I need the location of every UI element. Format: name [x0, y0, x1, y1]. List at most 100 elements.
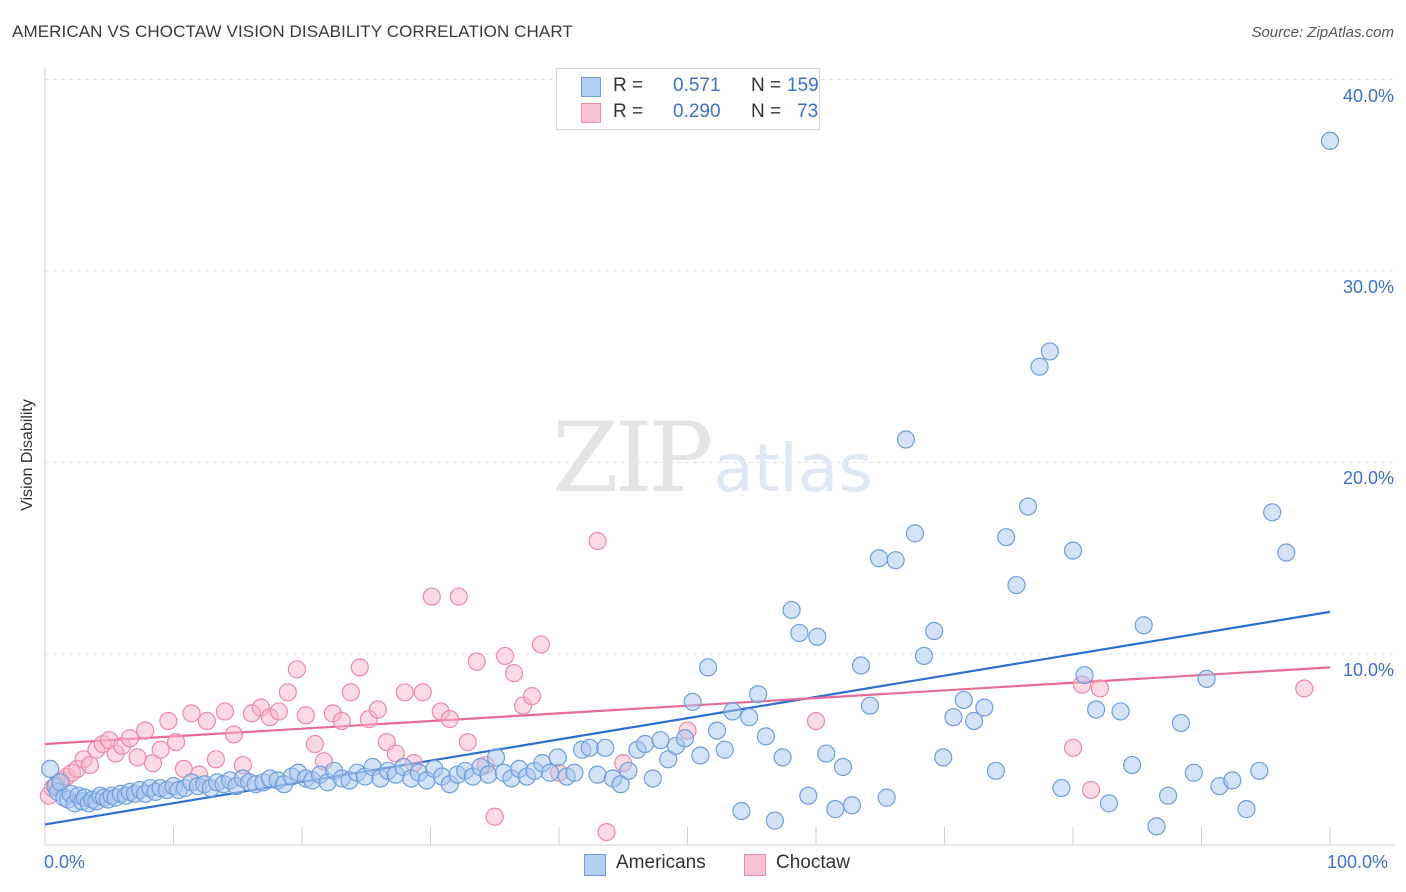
choctaw-point: [1063, 738, 1083, 757]
choctaw-point: [151, 740, 170, 759]
n-label: N =: [751, 75, 782, 96]
american-point: [1263, 503, 1282, 522]
american-point: [643, 769, 662, 788]
american-point: [1111, 702, 1130, 721]
choctaw-point: [197, 711, 217, 731]
source-label: Source: ZipAtlas.com: [1251, 24, 1394, 41]
choctaw-point: [597, 822, 616, 842]
american-point: [1052, 778, 1071, 798]
watermark-zip: ZIP: [552, 402, 713, 514]
american-point: [683, 692, 702, 711]
american-point: [756, 727, 775, 746]
american-point: [934, 748, 953, 767]
american-point: [1320, 131, 1340, 150]
y-tick-label: 30.0%: [1342, 277, 1394, 297]
choctaw-point: [350, 658, 369, 677]
american-point: [799, 786, 818, 805]
american-point: [691, 746, 710, 765]
choctaw-point: [422, 587, 441, 606]
choctaw-point: [1295, 679, 1314, 698]
american-point: [707, 721, 727, 740]
american-point: [723, 702, 742, 721]
american-point: [1277, 543, 1296, 562]
choctaw-point: [485, 807, 504, 826]
american-point: [860, 696, 880, 715]
american-point: [997, 528, 1016, 547]
choctaw-point: [386, 744, 405, 763]
american-point: [790, 623, 809, 643]
choctaw-point: [1090, 679, 1110, 698]
american-point: [975, 698, 994, 717]
choctaw-point: [395, 683, 414, 702]
american-point: [715, 740, 734, 759]
choctaw-point: [588, 531, 607, 551]
choctaw-point: [495, 646, 515, 666]
american-point: [651, 731, 670, 750]
choctaw-point: [296, 706, 315, 725]
american-point: [765, 811, 784, 830]
american-point: [1063, 541, 1083, 560]
r-value: 0.571: [673, 75, 721, 96]
choctaw-legend-swatch: [744, 854, 766, 876]
choctaw-point: [166, 732, 186, 752]
americans-legend-swatch: [584, 854, 606, 876]
chart-title: AMERICAN VS CHOCTAW VISION DISABILITY CO…: [12, 22, 573, 41]
american-point: [1007, 575, 1026, 595]
choctaw-point: [458, 732, 477, 752]
american-point: [851, 656, 871, 675]
american-point: [964, 711, 984, 731]
n-value: 159: [787, 75, 819, 96]
x-tick-label-min: 0.0%: [44, 852, 86, 872]
n-label: N =: [751, 101, 782, 122]
choctaw-point: [504, 664, 524, 683]
choctaw-point: [182, 704, 201, 723]
american-point: [611, 775, 630, 794]
american-point: [808, 627, 827, 646]
american-point: [486, 748, 506, 767]
american-point: [596, 738, 615, 757]
choctaw-point: [136, 721, 155, 740]
american-point: [1197, 669, 1216, 688]
american-point: [1237, 800, 1256, 819]
choctaw-point: [224, 725, 243, 744]
american-point: [833, 757, 853, 777]
y-tick-label: 20.0%: [1342, 468, 1394, 488]
choctaw-point: [80, 755, 100, 775]
choctaw-point: [522, 687, 542, 706]
axes: [44, 68, 1395, 846]
american-point: [1075, 665, 1094, 685]
choctaw-point: [215, 702, 234, 721]
data-points: [39, 131, 1340, 842]
american-point: [635, 734, 655, 754]
american-point: [914, 646, 934, 666]
choctaw-point: [341, 683, 360, 702]
choctaw-point: [1081, 780, 1101, 800]
american-point: [540, 763, 560, 782]
american-point: [1250, 761, 1269, 780]
american-point: [1030, 357, 1049, 376]
choctaw-point: [269, 702, 288, 721]
choctaw-point: [368, 700, 387, 719]
choctaw-point: [806, 711, 826, 731]
american-point: [886, 551, 905, 570]
y-tick-label: 40.0%: [1342, 86, 1394, 106]
american-point: [1123, 755, 1142, 775]
american-point: [1040, 342, 1059, 361]
american-point: [1158, 786, 1178, 805]
american-point: [619, 761, 638, 780]
american-point: [1171, 713, 1191, 733]
american-point: [877, 788, 896, 807]
choctaw-point: [305, 734, 324, 754]
americans-swatch: [581, 77, 601, 97]
american-point: [869, 549, 889, 568]
y-tick-label: 10.0%: [1342, 660, 1394, 680]
choctaw-point: [128, 748, 147, 767]
american-point: [842, 796, 862, 815]
choctaw-point: [413, 683, 432, 702]
legend-label: Americans: [616, 852, 706, 873]
choctaw-point: [467, 652, 486, 671]
n-value: 73: [797, 101, 819, 122]
american-point: [41, 759, 60, 779]
american-point: [732, 801, 751, 821]
american-point: [773, 748, 792, 767]
